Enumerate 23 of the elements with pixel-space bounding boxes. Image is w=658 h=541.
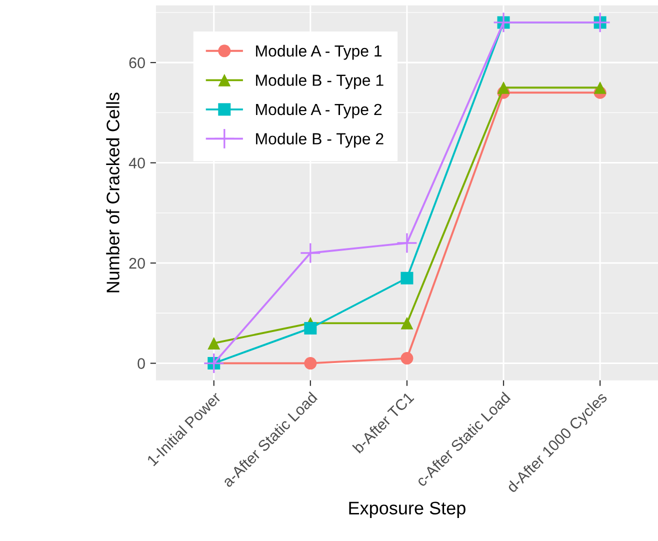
point — [300, 242, 321, 264]
y-tick-label: 40 — [128, 158, 145, 168]
point — [304, 357, 317, 370]
point — [304, 322, 317, 334]
point — [400, 352, 414, 365]
legend-label: Module B - Type 2 — [256, 132, 384, 148]
legend-label: Module A - Type 1 — [256, 44, 382, 60]
point — [203, 352, 224, 374]
point — [396, 232, 418, 254]
y-tick-label: 60 — [129, 57, 145, 68]
x-axis-title: Exposure Step — [349, 502, 466, 518]
legend-label: Module B - Type 1 — [256, 74, 384, 90]
point — [497, 81, 510, 94]
point — [400, 272, 414, 284]
legend-label: Module A - Type 2 — [256, 103, 382, 118]
point — [590, 12, 611, 34]
point — [492, 12, 514, 34]
y-axis-title: Number of Cracked Cells — [106, 92, 120, 292]
y-tick-label: 0 — [138, 358, 145, 369]
y-tick-label: 20 — [129, 258, 145, 269]
point — [400, 316, 414, 330]
point — [594, 81, 606, 94]
point — [208, 336, 220, 350]
